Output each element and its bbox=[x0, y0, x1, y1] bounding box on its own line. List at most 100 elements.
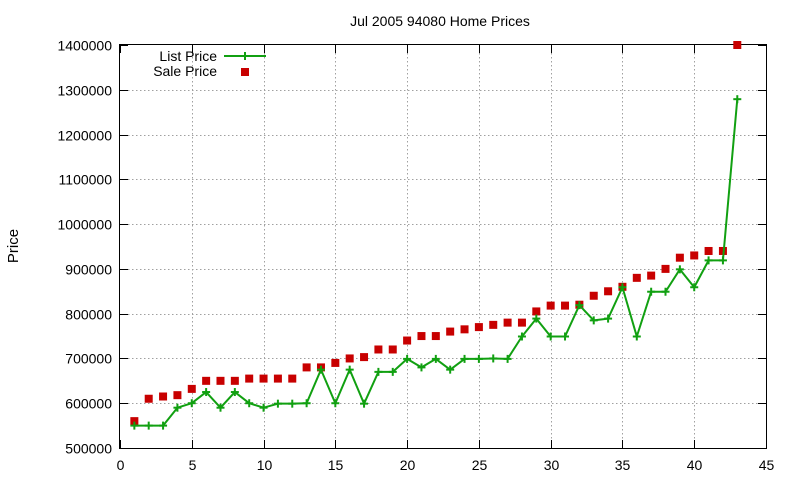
list-price-point bbox=[589, 316, 598, 325]
sale-price-point bbox=[388, 345, 397, 354]
legend-label-sale-price: Sale Price bbox=[153, 63, 217, 79]
y-tick-label: 800000 bbox=[65, 307, 112, 323]
list-price-point bbox=[575, 301, 584, 310]
sale-price-point bbox=[704, 246, 713, 255]
list-price-point bbox=[259, 403, 268, 412]
sale-price-point bbox=[230, 376, 239, 385]
series-sale-price bbox=[130, 41, 742, 426]
list-price-point bbox=[546, 332, 555, 341]
list-price-point bbox=[704, 256, 713, 265]
list-price-point bbox=[374, 367, 383, 376]
sale-price-point bbox=[302, 363, 311, 372]
y-axis-label: Price bbox=[5, 229, 22, 263]
list-price-point bbox=[360, 399, 369, 408]
x-tick-label: 30 bbox=[544, 457, 560, 473]
list-price-point bbox=[604, 314, 613, 323]
x-tick-label: 20 bbox=[400, 457, 416, 473]
x-tick-label: 5 bbox=[189, 457, 197, 473]
list-price-point bbox=[288, 399, 297, 408]
grid-lines bbox=[120, 45, 766, 448]
sale-price-point bbox=[517, 318, 526, 327]
x-tick-label: 0 bbox=[117, 457, 125, 473]
sale-price-point bbox=[331, 358, 340, 367]
y-tick-label: 700000 bbox=[65, 351, 112, 367]
x-tick-label: 40 bbox=[687, 457, 703, 473]
list-price-point bbox=[159, 421, 168, 430]
x-tick-label: 35 bbox=[615, 457, 631, 473]
sale-price-point bbox=[589, 291, 598, 300]
list-price-point bbox=[632, 332, 641, 341]
x-tick-label: 15 bbox=[328, 457, 344, 473]
y-tick-label: 600000 bbox=[65, 396, 112, 412]
sale-price-point bbox=[431, 332, 440, 341]
sale-price-point bbox=[288, 374, 297, 383]
series-list-price bbox=[130, 95, 742, 430]
list-price-point bbox=[532, 314, 541, 323]
sale-price-point bbox=[216, 376, 225, 385]
list-price-point bbox=[690, 283, 699, 292]
data-series bbox=[130, 41, 742, 430]
sale-price-point bbox=[690, 251, 699, 260]
sale-price-point bbox=[446, 327, 455, 336]
sale-price-point bbox=[245, 374, 254, 383]
list-price-point bbox=[316, 365, 325, 374]
y-tick-label: 1200000 bbox=[57, 128, 112, 144]
list-price-point bbox=[417, 363, 426, 372]
list-price-point bbox=[202, 388, 211, 397]
legend-label-list-price: List Price bbox=[159, 48, 217, 64]
list-price-point bbox=[647, 287, 656, 296]
sale-price-point bbox=[474, 323, 483, 332]
sale-price-point bbox=[273, 374, 282, 383]
sale-price-point bbox=[460, 325, 469, 334]
x-tick-label: 10 bbox=[257, 457, 273, 473]
list-price-point bbox=[230, 388, 239, 397]
sale-price-point bbox=[403, 336, 412, 345]
list-price-point bbox=[245, 399, 254, 408]
list-price-point bbox=[489, 354, 498, 363]
y-tick-label: 1100000 bbox=[59, 172, 113, 188]
sale-price-point bbox=[632, 273, 641, 282]
y-tick-label: 1000000 bbox=[57, 217, 112, 233]
y-tick-label: 1300000 bbox=[57, 83, 112, 99]
sale-price-point bbox=[489, 320, 498, 329]
list-price-point bbox=[345, 365, 354, 374]
sale-price-point bbox=[661, 264, 670, 273]
sale-price-point bbox=[130, 417, 139, 426]
y-tick-label: 1400000 bbox=[57, 38, 112, 54]
list-price-point bbox=[216, 403, 225, 412]
list-price-point bbox=[718, 256, 727, 265]
list-price-point bbox=[273, 399, 282, 408]
axis-ticks bbox=[120, 45, 767, 449]
sale-price-point bbox=[532, 307, 541, 316]
list-price-point bbox=[618, 283, 627, 292]
list-price-point bbox=[733, 95, 742, 104]
plot-frame bbox=[119, 44, 767, 449]
list-price-point bbox=[503, 354, 512, 363]
sale-price-point bbox=[546, 301, 555, 310]
sale-price-point bbox=[144, 394, 153, 403]
sale-price-point bbox=[202, 376, 211, 385]
sale-price-point bbox=[187, 384, 196, 393]
list-price-point bbox=[661, 287, 670, 296]
list-price-point bbox=[173, 403, 182, 412]
list-price-point bbox=[561, 332, 570, 341]
x-tick-label: 45 bbox=[759, 457, 775, 473]
chart-title: Jul 2005 94080 Home Prices bbox=[350, 13, 530, 29]
list-price-point bbox=[675, 265, 684, 274]
list-price-point bbox=[517, 332, 526, 341]
sale-price-point bbox=[675, 253, 684, 262]
sale-price-point bbox=[345, 354, 354, 363]
y-tick-label: 900000 bbox=[65, 262, 112, 278]
list-price-point bbox=[130, 421, 139, 430]
list-price-point bbox=[187, 399, 196, 408]
list-price-point bbox=[446, 365, 455, 374]
sale-price-point bbox=[360, 353, 369, 362]
list-price-point bbox=[302, 399, 311, 408]
list-price-point bbox=[403, 354, 412, 363]
list-price-line bbox=[134, 99, 739, 427]
sale-price-point bbox=[417, 332, 426, 341]
sale-price-point bbox=[733, 41, 742, 49]
legend-swatch-sale-price-marker bbox=[241, 68, 249, 76]
